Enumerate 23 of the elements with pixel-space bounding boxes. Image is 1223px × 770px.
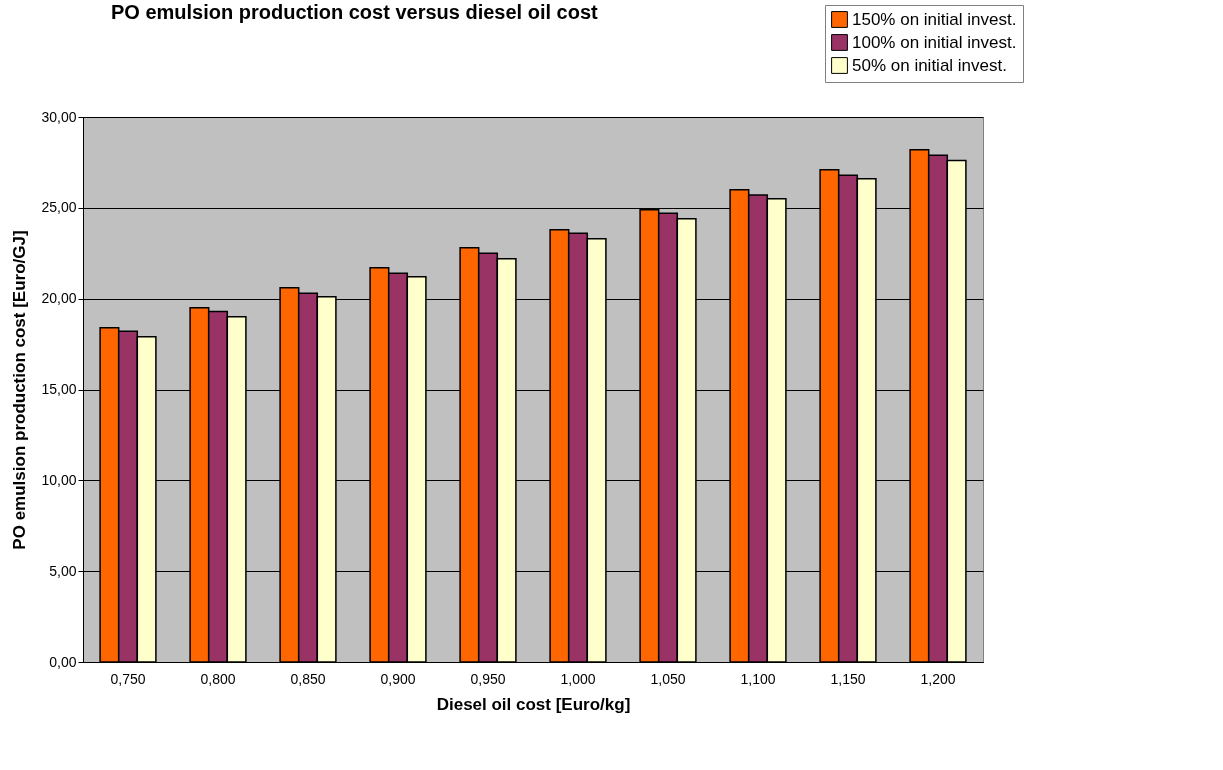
y-tick-label: 10,00 [41, 471, 77, 488]
y-tick-label: 20,00 [41, 290, 77, 307]
x-tick-label: 1,100 [740, 670, 776, 687]
x-tick-label: 0,800 [200, 670, 236, 687]
y-tick-label: 5,00 [49, 562, 77, 579]
x-tick-label: 0,850 [290, 670, 326, 687]
y-tick-label: 30,00 [41, 108, 77, 125]
x-tick-label: 1,050 [650, 670, 686, 687]
x-tick-label: 1,200 [920, 670, 956, 687]
x-tick-label: 0,950 [470, 670, 506, 687]
y-axis-title: PO emulsion production cost [Euro/GJ] [10, 230, 30, 550]
chart-title: PO emulsion production cost versus diesel oil cost [110, 0, 599, 23]
x-tick-label: 1,000 [560, 670, 596, 687]
y-tick-label: 0,00 [49, 653, 77, 670]
x-tick-label: 1,150 [830, 670, 866, 687]
x-axis-title: Diesel oil cost [Euro/kg] [436, 694, 631, 714]
legend-label: 50% on initial invest. [852, 55, 1007, 75]
x-tick-label: 0,750 [110, 670, 146, 687]
y-tick-label: 15,00 [41, 381, 77, 397]
legend-label: 100% on initial invest. [852, 32, 1017, 52]
y-tick-label: 25,00 [41, 199, 77, 216]
legend-label: 150% on initial invest. [852, 9, 1017, 29]
x-tick-label: 0,900 [380, 670, 416, 687]
